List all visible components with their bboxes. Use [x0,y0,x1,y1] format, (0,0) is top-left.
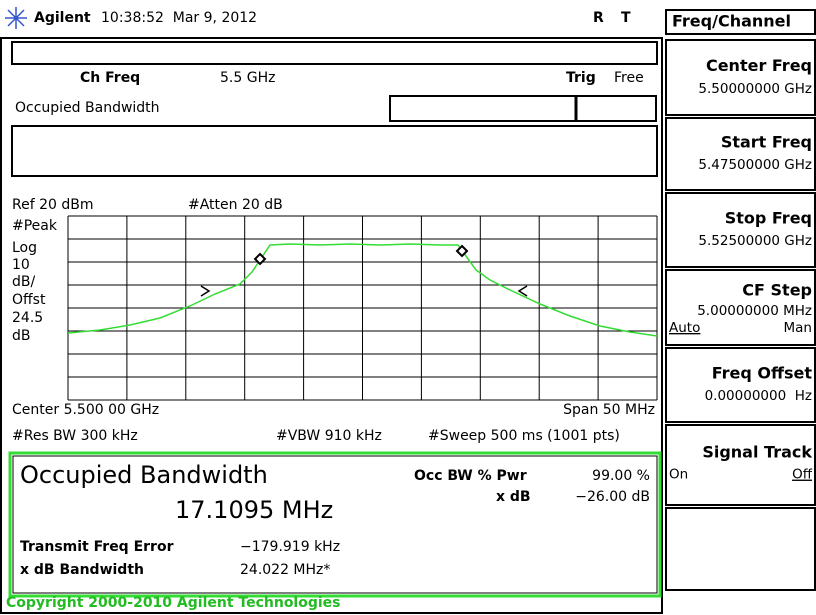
vbw: #VBW 910 kHz [276,428,382,444]
scale-label: Log [12,240,37,256]
occ-pwr-label: Occ BW % Pwr [414,468,527,484]
ref-level: Ref 20 dBm [12,197,93,213]
meas-name: Occupied Bandwidth [15,100,160,116]
softkey-value: 0.00000000 Hz [705,388,812,404]
scale-label: Offst [12,292,46,308]
softkey-option: Auto [669,320,700,336]
softkey[interactable] [665,39,816,116]
occ-pwr: 99.00 % [592,468,650,484]
softkey-value: 5.50000000 GHz [698,81,812,97]
main-panel [0,37,663,614]
softkey-value: 5.00000000 MHz [697,303,812,319]
menu-title: Freq/Channel [672,12,791,31]
softkey [665,507,816,591]
flag: T [621,10,631,26]
xdb: −26.00 dB [575,489,650,505]
softkey-label: Start Freq [721,133,812,152]
softkeys: Center Freq 5.50000000 GHz Start Freq 5.475… [665,39,816,591]
softkey[interactable] [665,424,816,506]
span: Span 50 MHz [563,402,655,418]
progress-box [389,95,657,122]
title-box [11,41,658,65]
time: 10:38:52 Mar 9, 2012 [101,10,257,26]
center-freq: Center 5.500 00 GHz [12,402,159,418]
logo [5,7,27,29]
scale-label: #Peak [12,218,58,234]
softkey-value: 5.52500000 GHz [698,233,812,249]
scale-label: dB [12,328,31,344]
result-box [8,451,662,598]
softkey[interactable] [665,117,816,191]
softkey-label: Stop Freq [725,208,812,227]
menu-title-box [665,9,816,35]
softkey-label: Freq Offset [712,363,813,382]
bw-arrows [200,285,528,297]
softkey[interactable] [665,347,816,423]
res-bw: #Res BW 300 kHz [12,428,138,444]
softkey-label: Center Freq [706,56,812,75]
atten: #Atten 20 dB [188,197,283,213]
trig-label: Trig [566,70,596,86]
xdb-bw-label: x dB Bandwidth [20,562,144,578]
footer: Copyright 2000-2010 Agilent Technologies [6,595,341,611]
trace [67,243,658,337]
softkey-option: Man [784,320,812,336]
scale-label: 24.5 [12,310,43,326]
result-inner [12,455,658,594]
graticule [67,215,658,401]
softkey[interactable] [665,269,816,346]
freq-err-label: Transmit Freq Error [20,539,174,555]
result-bandwidth: 17.1095 MHz [175,496,333,524]
softkey-label: Signal Track [702,443,812,462]
softkey-option: Off [792,467,813,483]
brand: Agilent [34,10,91,26]
scale-label: dB/ [12,274,35,290]
ch-freq-label: Ch Freq [80,70,140,86]
flag: R [593,10,604,26]
markers [253,244,469,266]
xdb-label: x dB [496,489,531,505]
scale-label: 10 [12,257,30,273]
softkey[interactable] [665,192,816,268]
softkey-option: On [669,467,688,483]
sweep: #Sweep 500 ms (1001 pts) [428,428,620,444]
trig: Free [614,70,644,86]
softkey-value: 5.47500000 GHz [698,157,812,173]
softkey-label: CF Step [742,281,812,300]
xdb-bw: 24.022 MHz* [240,562,330,578]
status-bar: Agilent 10:38:52 Mar 9, 2012 R T [5,7,631,29]
freq-err: −179.919 kHz [240,539,340,555]
ch-freq: 5.5 GHz [220,70,275,86]
message-box [11,125,658,177]
result-title: Occupied Bandwidth [20,461,268,489]
